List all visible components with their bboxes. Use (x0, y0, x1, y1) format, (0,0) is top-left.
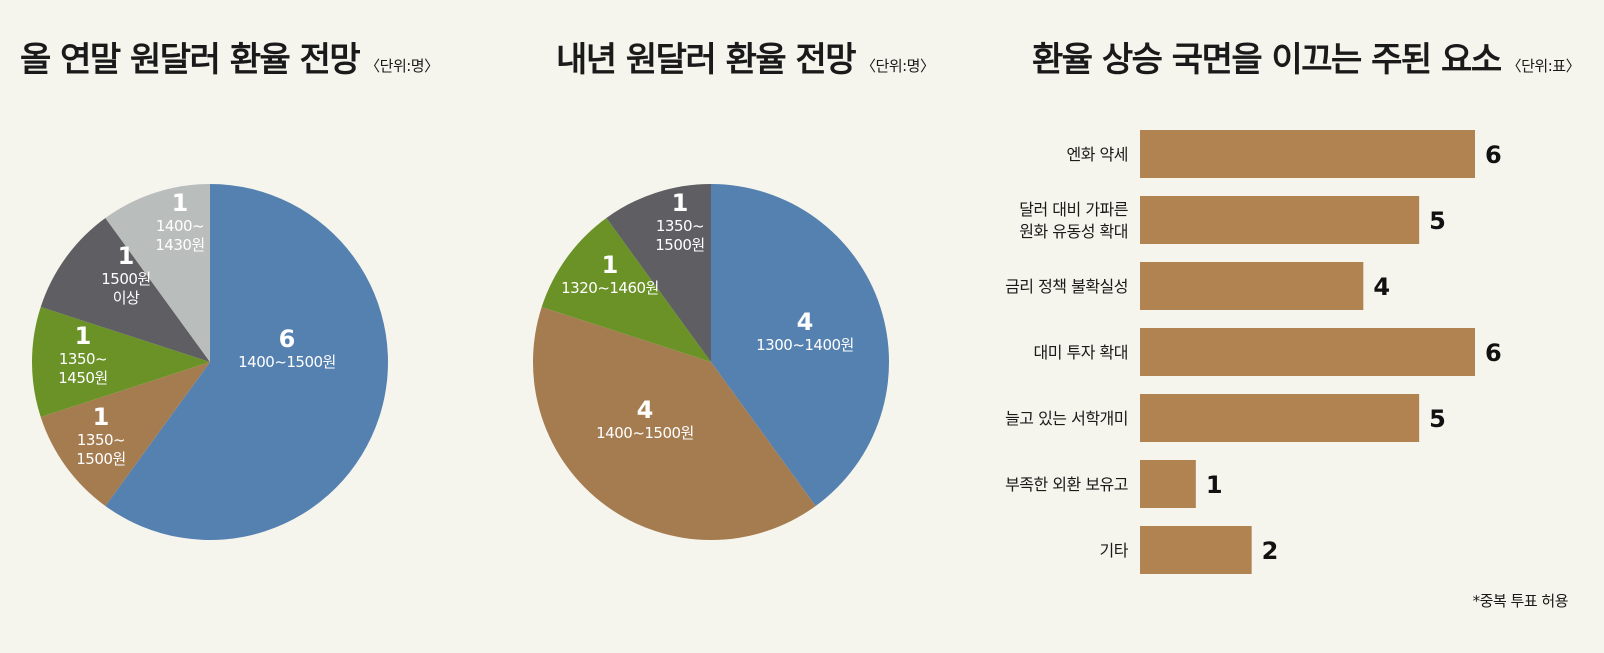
category-label: 대미 투자 확대 (1034, 343, 1129, 362)
category-label: 달러 대비 가파른 (1019, 200, 1128, 219)
bar-value-label: 5 (1429, 207, 1446, 235)
slice-range-label: 1450원 (58, 369, 107, 387)
bar (1140, 328, 1475, 376)
pie-slice (711, 183, 890, 507)
category-label: 기타 (1100, 541, 1129, 560)
bar-value-label: 5 (1429, 405, 1446, 433)
slice-count-label: 1 (75, 322, 92, 350)
bar (1140, 196, 1420, 244)
slice-range-label: 1400~ (156, 217, 204, 235)
unit-label: 〈단위:명〉 (861, 57, 935, 75)
bar-value-label: 6 (1485, 141, 1502, 169)
pie-slice (105, 184, 388, 540)
slice-range-label: 이상 (113, 289, 140, 307)
pie-chart-svg: 61400~1500원11350~1500원11350~1450원11500원이… (31, 184, 388, 540)
pie-slice (31, 306, 211, 418)
slice-count-label: 4 (637, 396, 654, 424)
category-label: 엔화 약세 (1067, 145, 1128, 164)
bar (1140, 526, 1252, 574)
slice-count-label: 1 (118, 242, 135, 270)
bar (1140, 262, 1364, 310)
bar-chart-factors: 환율 상승 국면을 이끄는 주된 요소 〈단위:표〉 엔화 약세 6 달러 대비 가파… (980, 0, 1604, 653)
bar (1140, 394, 1420, 442)
category-label: 금리 정책 불확실성 (1005, 277, 1128, 296)
pie-chart-next-year: 내년 원달러 환율 전망 〈단위:명〉 4 1300~1400원 4 1400~1500… (520, 0, 980, 653)
category-label: 원화 유동성 확대 (1019, 222, 1128, 241)
pie-chart-svg: 41300~1400원41400~1500원11320~1460원11350~1… (532, 183, 890, 541)
slice-range-label: 1350~ (656, 217, 704, 235)
slice-range-label: 1350~ (59, 350, 107, 368)
pie-slice (541, 217, 711, 362)
slice-range-label: 1430원 (155, 236, 204, 254)
pie-slice (606, 184, 711, 362)
pie-chart-this-year: 올 연말 원달러 환율 전망 〈단위:명〉 6 1400~1500원 1 1350~ 15… (0, 0, 520, 653)
bar-value-label: 4 (1373, 273, 1390, 301)
slice-range-label: 1500원 (101, 270, 150, 288)
slice-count-label: 1 (672, 189, 689, 217)
chart-title: 환율 상승 국면을 이끄는 주된 요소 〈단위:표〉 (1032, 40, 1581, 80)
bar-value-label: 6 (1485, 339, 1502, 367)
bar (1140, 130, 1475, 178)
bar-value-label: 2 (1262, 537, 1279, 565)
chart-title: 내년 원달러 환율 전망 〈단위:명〉 (556, 40, 935, 80)
slice-count-label: 1 (602, 251, 619, 279)
pie-slice (40, 362, 211, 507)
slice-range-label: 1350~ (77, 431, 125, 449)
slice-count-label: 4 (797, 308, 814, 336)
slice-count-label: 1 (93, 403, 110, 431)
slice-range-label: 1320~1460원 (561, 279, 659, 297)
unit-label: 〈단위:표〉 (1506, 57, 1581, 75)
footnote: *중복 투표 허용 (1472, 592, 1569, 610)
unit-label: 〈단위:명〉 (365, 57, 439, 75)
pie-slice (105, 184, 210, 362)
pie-slice (40, 217, 211, 362)
category-label: 늘고 있는 서학개미 (1005, 409, 1128, 428)
slice-count-label: 6 (279, 325, 296, 353)
slice-range-label: 1400~1500원 (596, 424, 694, 442)
slice-count-label: 1 (172, 189, 189, 217)
slice-range-label: 1300~1400원 (756, 336, 854, 354)
slice-range-label: 1500원 (655, 236, 704, 254)
category-label: 부족한 외환 보유고 (1005, 475, 1128, 494)
pie-slice (532, 306, 816, 541)
chart-title: 올 연말 원달러 환율 전망 〈단위:명〉 (20, 40, 439, 80)
bar (1140, 460, 1196, 508)
bar-value-label: 1 (1206, 471, 1223, 499)
slice-range-label: 1500원 (76, 450, 125, 468)
slice-range-label: 1400~1500원 (238, 353, 336, 371)
